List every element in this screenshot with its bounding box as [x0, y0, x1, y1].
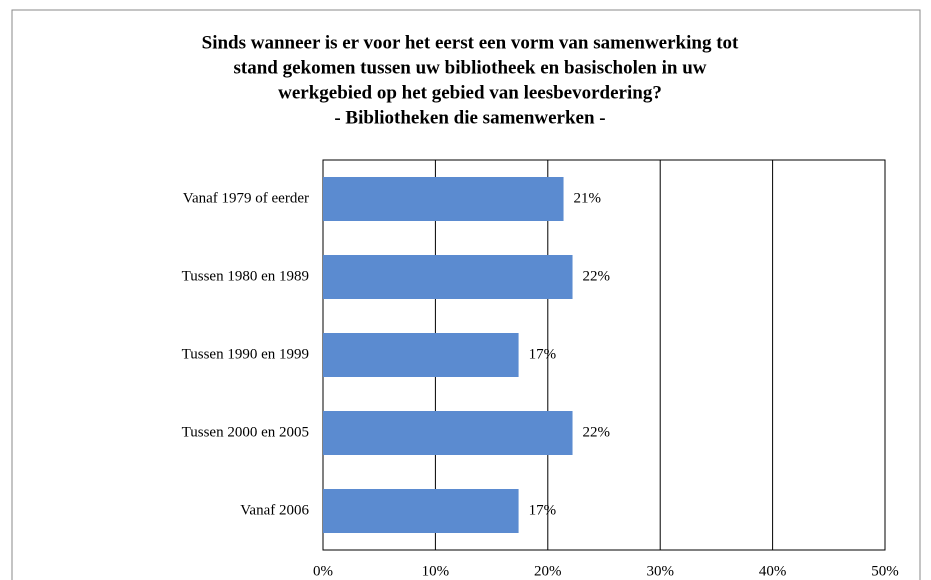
- data-label: 17%: [529, 346, 557, 362]
- x-tick-label: 50%: [871, 563, 899, 579]
- data-label: 17%: [529, 502, 557, 518]
- bar: [323, 177, 564, 221]
- y-tick-label: Tussen 1980 en 1989: [182, 268, 309, 284]
- bar: [323, 489, 519, 533]
- x-tick-label: 20%: [534, 563, 562, 579]
- chart-title: werkgebied op het gebied van leesbevorde…: [278, 82, 662, 103]
- y-tick-label: Vanaf 1979 of eerder: [183, 190, 309, 206]
- data-label: 22%: [583, 268, 611, 284]
- bar: [323, 333, 519, 377]
- x-tick-label: 10%: [422, 563, 450, 579]
- y-tick-label: Tussen 2000 en 2005: [182, 424, 309, 440]
- y-tick-label: Tussen 1990 en 1999: [182, 346, 309, 362]
- y-tick-label: Vanaf 2006: [240, 502, 309, 518]
- bar: [323, 411, 573, 455]
- x-tick-label: 30%: [646, 563, 674, 579]
- chart-title: stand gekomen tussen uw bibliotheek en b…: [234, 57, 707, 78]
- data-label: 22%: [583, 424, 611, 440]
- x-tick-label: 40%: [759, 563, 787, 579]
- bar: [323, 255, 573, 299]
- chart-title: Sinds wanneer is er voor het eerst een v…: [202, 32, 739, 53]
- chart-subtitle: - Bibliotheken die samenwerken -: [334, 107, 605, 128]
- data-label: 21%: [574, 190, 602, 206]
- x-tick-label: 0%: [313, 563, 333, 579]
